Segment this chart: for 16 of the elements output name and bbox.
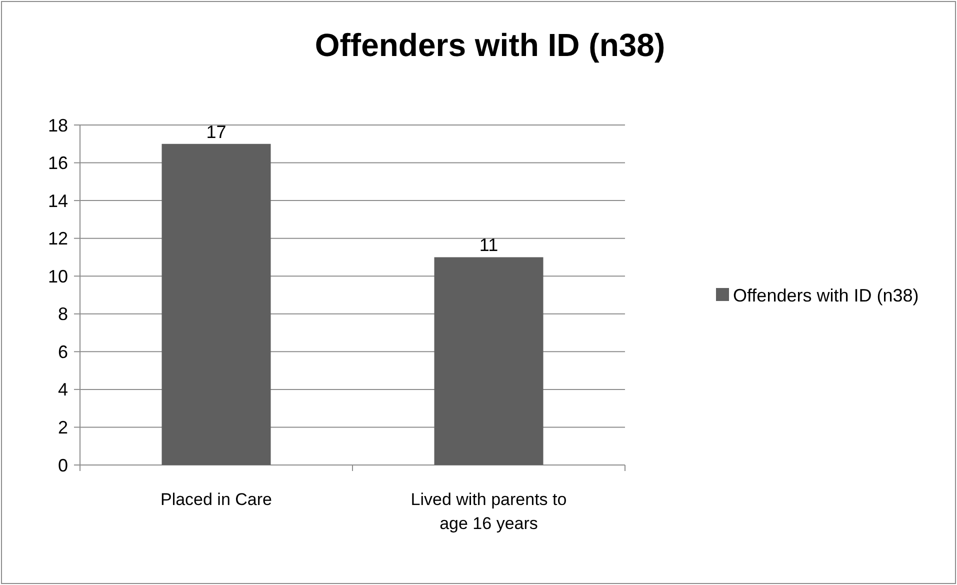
y-tick-label: 6: [58, 342, 68, 362]
y-tick-label: 12: [48, 228, 68, 249]
y-tick-label: 8: [58, 304, 68, 324]
y-tick-label: 18: [48, 115, 68, 136]
x-tick-label: Placed in Care: [160, 490, 272, 509]
x-tick-label: Lived with parents to age 16 years: [410, 490, 567, 533]
data-label: 11: [479, 235, 498, 256]
data-label: 17: [206, 122, 226, 142]
y-tick-label: 10: [48, 266, 68, 286]
legend-label: Offenders with ID (n38): [733, 285, 919, 306]
y-tick-label: 14: [48, 190, 68, 211]
y-tick-label: 2: [58, 418, 68, 438]
y-tick-label: 16: [48, 153, 68, 174]
y-tick-label: 4: [58, 380, 68, 400]
y-tick-label: 0: [58, 455, 68, 476]
chart-title: Offenders with ID (n38): [314, 27, 666, 63]
